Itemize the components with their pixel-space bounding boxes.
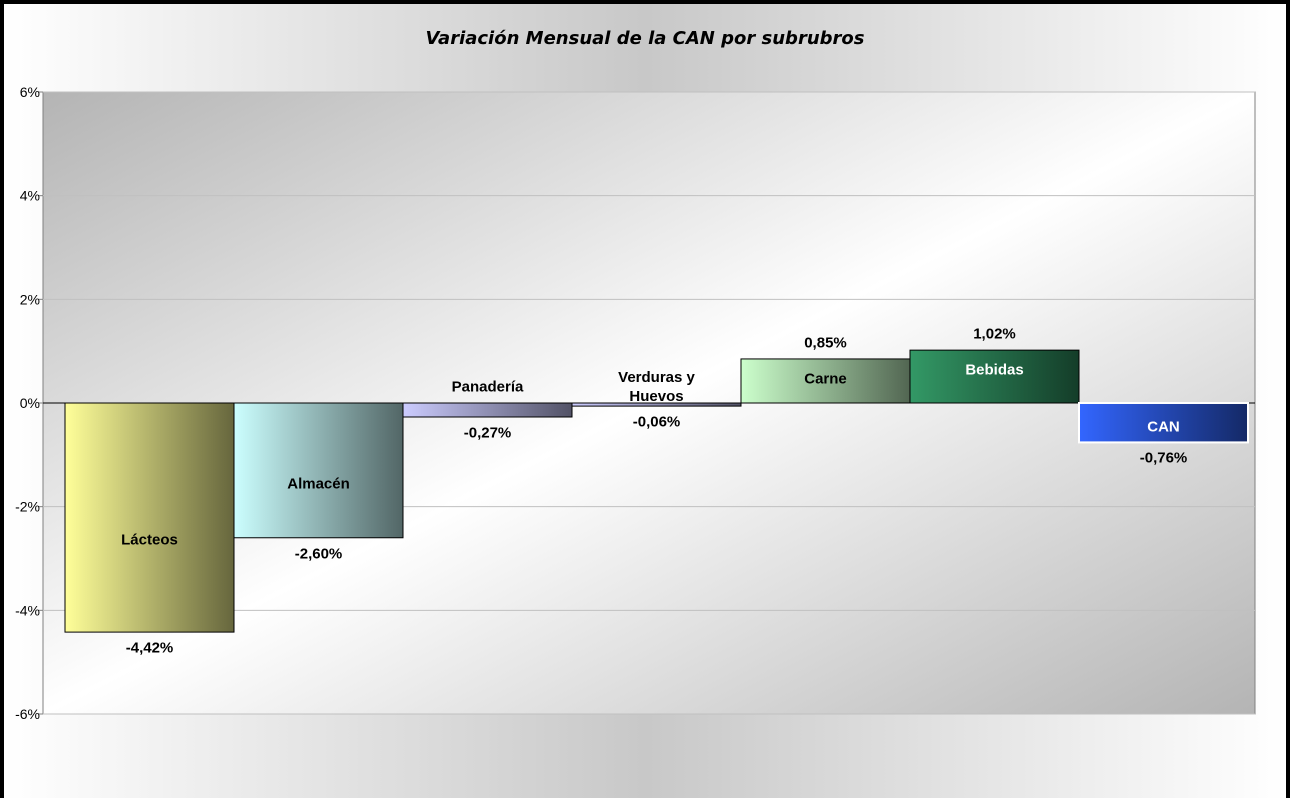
value-label: 1,02% [973,325,1016,343]
bar [1078,402,1249,444]
y-tick-label: -6% [15,706,40,722]
y-tick-label: 0% [20,395,40,411]
category-label: Lácteos [121,531,178,549]
category-label: Bebidas [965,361,1024,379]
y-tick-label: -4% [15,602,40,618]
value-label: -4,42% [125,639,174,657]
category-label: Verduras y Huevos [618,369,695,405]
y-tick-label: 2% [20,291,40,307]
chart-title: Variación Mensual de la CAN por subrubro… [425,28,865,49]
bar [402,402,573,418]
value-label: -0,76% [1139,449,1188,467]
bar [233,402,404,539]
category-label: Carne [804,370,847,388]
category-label: CAN [1147,418,1180,436]
value-label: -2,60% [294,545,343,563]
bar [571,402,742,407]
bar [740,358,911,404]
category-label: Panadería [451,378,524,396]
y-tick-label: -2% [15,499,40,515]
y-tick-label: 6% [20,84,40,100]
y-tick-label: 4% [20,188,40,204]
bar [909,349,1080,404]
value-label: -0,27% [463,424,512,442]
value-label: 0,85% [804,334,847,352]
category-label: Almacén [287,475,350,493]
bar [64,402,235,633]
value-label: -0,06% [632,413,681,431]
